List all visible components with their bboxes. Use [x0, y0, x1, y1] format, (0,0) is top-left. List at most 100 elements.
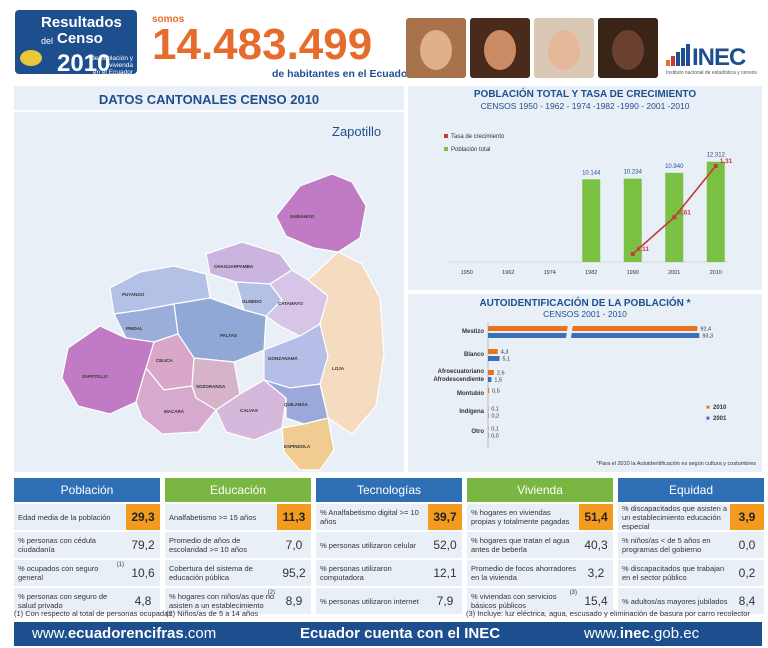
stat-label: % personas con cédula ciudadanía: [18, 536, 96, 554]
logo-line2: Censo 2010: [57, 30, 111, 77]
stat-row: Analfabetismo >= 15 años 11,3: [165, 504, 311, 530]
stat-value: 8,9: [285, 594, 303, 608]
map-region-label: PALTAS: [220, 333, 237, 338]
stat-label: % discapacitados que trabajan en el sect…: [622, 564, 725, 582]
title-divider: [14, 110, 404, 112]
stat-value: 52,0: [433, 538, 457, 552]
stat-column-2: Educación Analfabetismo >= 15 años 11,3 Pro…: [165, 478, 311, 614]
stat-row: % hogares en viviendas propias y totalme…: [467, 504, 613, 530]
stat-value: 4,8: [134, 594, 152, 608]
autoid-bar: [488, 356, 500, 361]
stat-label: % viviendas con servicios básicos públic…: [471, 592, 557, 610]
x-tick-label: 2010: [710, 270, 722, 276]
legend-swatch-2010: ■: [706, 405, 710, 411]
ecuadorencifras-link[interactable]: www.ecuadorencifras.com: [32, 625, 217, 642]
stat-row: % personas utilizaron celular 52,0: [316, 532, 462, 558]
stat-row: Promedio de años de escolaridad >= 10 añ…: [165, 532, 311, 558]
bar-value-label: 0,0: [491, 434, 499, 440]
stat-label: % hogares que tratan el agua antes de be…: [471, 536, 570, 554]
map-region-label: PINDAL: [126, 326, 143, 331]
stat-label: % personas utilizaron internet: [320, 596, 419, 606]
logo-line1: Resultados del: [41, 14, 122, 46]
stat-value: 0,0: [738, 538, 756, 552]
stat-label: Promedio de focos ahorradores en la vivi…: [471, 564, 577, 582]
logo-line3: de población y vivienda en el Ecuador: [91, 55, 133, 76]
stat-value: 95,2: [282, 566, 306, 580]
autoid-bar: [488, 406, 489, 411]
habitantes-label: de habitantes en el Ecuador: [272, 68, 412, 80]
bar-value-label: 0,1: [491, 427, 499, 433]
stat-value: 79,2: [131, 538, 155, 552]
population-bar: [623, 178, 642, 262]
map-panel: DATOS CANTONALES CENSO 2010 Zapotillo SA…: [14, 86, 404, 472]
growth-rate-label: 0,61: [678, 209, 691, 216]
category-label: Blanco: [464, 352, 484, 358]
autoid-bar: [488, 413, 489, 418]
bottom-bar: www.ecuadorencifras.com Ecuador cuenta c…: [14, 622, 762, 646]
bar-value-label: 12.312: [707, 153, 726, 159]
photo-child-4: [598, 18, 658, 78]
legend-label-poblacion: Población total: [451, 147, 490, 153]
stat-column-1: Población Edad media de la población 29,3%…: [14, 478, 160, 614]
stat-label: Analfabetismo >= 15 años: [169, 512, 257, 522]
inec-link[interactable]: www.inec.gob.ec: [584, 625, 700, 642]
stat-label: Cobertura del sistema de educación públi…: [169, 564, 253, 582]
map-region-label: CHAGUARPAMBA: [214, 264, 254, 269]
bar-value-label: 4,3: [501, 350, 509, 356]
stat-label: % hogares con niños/as que no asisten a …: [169, 592, 275, 610]
pop-chart-title: POBLACIÓN TOTAL Y TASA DE CRECIMIENTO: [473, 89, 697, 100]
stat-value: 3,9: [730, 504, 764, 530]
bar-value-label: 10.144: [582, 170, 601, 176]
stat-row: % Analfabetismo digital >= 10 años 39,7: [316, 504, 462, 530]
map-region-label: ESPÍNDOLA: [284, 442, 311, 449]
stat-row: % personas con cédula ciudadanía 79,2: [14, 532, 160, 558]
x-tick-label: 1990: [627, 270, 639, 276]
map-region-label: GONZANAMÁ: [268, 355, 298, 361]
bar-value-label: 0,5: [492, 389, 500, 395]
category-label: Indígena: [459, 409, 484, 415]
photo-child-1: [406, 18, 466, 78]
bar-value-label: 2,6: [497, 371, 505, 377]
slogan: Ecuador cuenta con el INEC: [300, 625, 501, 642]
stat-value: 15,4: [584, 594, 608, 608]
bar-value-label: 10.940: [665, 164, 684, 170]
bar-value-label: 0,2: [491, 414, 499, 420]
auto-chart-title: AUTOIDENTIFICACIÓN DE LA POBLACIÓN *: [479, 298, 691, 309]
autoid-chart: Mestizo 92,493,3 Blanco 4,35,1 Afroecuatoria…: [433, 322, 727, 448]
autoid-bar: [488, 388, 490, 393]
map-region-label: PUYANGO: [122, 292, 145, 297]
stat-row: % niños/as < de 5 años en programas del …: [618, 532, 764, 558]
stat-row: % personas utilizaron computadora 12,1: [316, 560, 462, 586]
bar-value-label: 92,4: [700, 327, 711, 333]
stat-label: % discapacitados que asisten a un establ…: [622, 503, 728, 531]
legend-label-2001: 2001: [713, 416, 727, 422]
canton-name: Zapotillo: [332, 124, 382, 139]
stat-value: 7,9: [436, 594, 454, 608]
stat-column-title: Vivienda: [467, 478, 613, 502]
autoid-bar: [488, 333, 700, 338]
header: Resultados del Censo 2010 de población y…: [0, 0, 768, 86]
category-label: Afrodescendiente: [433, 377, 484, 383]
autoid-bar: [488, 433, 489, 438]
stat-label: Promedio de años de escolaridad >= 10 añ…: [169, 536, 247, 554]
population-chart: Tasa de crecimiento Población total 1950 19…: [444, 134, 733, 276]
stat-row: % discapacitados que asisten a un establ…: [618, 503, 764, 531]
legend-label-tasa: Tasa de crecimiento: [451, 134, 505, 140]
growth-rate-point: [672, 215, 677, 220]
stat-label: % adultos/as mayores jubilados: [622, 596, 728, 606]
autoid-bar: [488, 377, 492, 382]
map-region-label: OLMEDO: [242, 299, 262, 304]
stat-row: % personas utilizaron internet 7,9: [316, 588, 462, 614]
bar-value-label: 1,5: [494, 378, 502, 384]
autoid-bar: [488, 326, 698, 331]
ball-icon: [20, 50, 42, 66]
map-region-label: MACARÁ: [164, 408, 185, 414]
stat-row: % hogares que tratan el agua antes de be…: [467, 532, 613, 558]
stat-value: 3,2: [587, 566, 605, 580]
map-region-label: QUILANGA: [284, 402, 309, 407]
population-chart-panel: POBLACIÓN TOTAL Y TASA DE CRECIMIENTO CE…: [408, 86, 762, 290]
stat-value: 39,7: [428, 504, 462, 530]
stat-column-title: Población: [14, 478, 160, 502]
pop-chart-subtitle: CENSOS 1950 - 1962 - 1974 -1982 -1990 - …: [480, 101, 690, 111]
stat-value: 0,2: [738, 566, 756, 580]
